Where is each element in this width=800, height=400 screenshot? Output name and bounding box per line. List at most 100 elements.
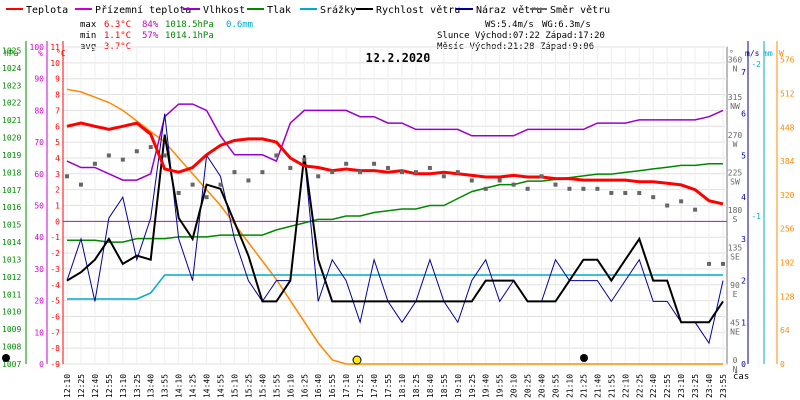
humidity-line xyxy=(66,103,724,181)
wind-direction-point xyxy=(344,161,349,166)
x-tick-label: 18:10 xyxy=(398,374,407,398)
wind-direction-point xyxy=(134,149,139,154)
temperature-tick: -1 xyxy=(50,233,60,242)
x-tick-label: 15:40 xyxy=(258,374,267,398)
humidity-tick: 30 xyxy=(34,265,44,274)
radiation-tick: 576 xyxy=(780,56,795,65)
x-tick-label: 21:25 xyxy=(579,374,588,398)
direction-tick-label: N xyxy=(733,65,738,74)
wind-direction-point xyxy=(511,182,516,187)
x-tick-label: 21:40 xyxy=(593,374,602,398)
wind-direction-point xyxy=(204,195,209,200)
x-tick-label: 12:10 xyxy=(63,374,72,398)
wind-direction-point xyxy=(65,174,69,179)
x-tick-label: 17:55 xyxy=(384,374,393,398)
direction-tick-label: SE xyxy=(730,252,740,261)
wind-direction-point xyxy=(455,170,460,175)
wind-direction-point xyxy=(665,203,670,208)
x-tick-label: 18:25 xyxy=(412,374,421,398)
axis-unit-label: W xyxy=(779,49,784,58)
rain-tick: -2 xyxy=(751,60,761,69)
legend-vlhkost: Vlhkost xyxy=(203,5,245,16)
pressure-tick: 1024 xyxy=(2,64,21,73)
radiation-tick: 0 xyxy=(780,360,785,369)
sunset-icon xyxy=(352,355,362,365)
x-tick-label: 18:55 xyxy=(440,374,449,398)
x-tick-label: 16:25 xyxy=(300,374,309,398)
x-tick-label: 17:25 xyxy=(356,374,365,398)
direction-tick: 270 xyxy=(728,131,743,140)
temperature-tick: -4 xyxy=(50,281,60,290)
stat-max-label: max xyxy=(80,20,97,30)
x-tick-label: 22:25 xyxy=(635,374,644,398)
humidity-tick: 80 xyxy=(34,106,44,115)
direction-tick: 225 xyxy=(728,168,743,177)
wind-direction-point xyxy=(609,190,614,195)
radiation-tick: 384 xyxy=(780,157,795,166)
wind-direction-point xyxy=(567,186,572,191)
x-tick-label: 22:55 xyxy=(663,374,672,398)
wind-direction-point xyxy=(553,182,558,187)
temperature-tick: -3 xyxy=(50,265,60,274)
wind-direction-point xyxy=(260,170,265,175)
rain-line xyxy=(67,274,723,300)
wind-direction-point xyxy=(316,174,321,179)
pressure-tick: 1017 xyxy=(2,186,21,195)
humidity-tick: 0 xyxy=(39,360,44,369)
temperature-tick: 0 xyxy=(55,217,60,226)
x-axis-label: čas xyxy=(733,371,749,382)
wind-direction-point xyxy=(651,195,656,200)
x-tick-label: 22:40 xyxy=(649,374,658,398)
direction-tick-label: NE xyxy=(730,327,740,336)
pressure-tick: 1019 xyxy=(2,151,21,160)
temperature-tick: 7 xyxy=(55,106,60,115)
radiation-tick: 192 xyxy=(780,259,795,268)
wind-tick: 2 xyxy=(741,277,746,286)
radiation-tick: 128 xyxy=(780,292,795,301)
temperature-tick: 6 xyxy=(55,122,60,131)
rain-tick: -1 xyxy=(751,212,761,221)
wind-direction-point xyxy=(386,165,391,170)
x-tick-label: 18:40 xyxy=(426,374,435,398)
stat-wg: WG:6.3m/s xyxy=(542,20,591,30)
moonset-icon xyxy=(2,354,10,362)
direction-tick: 90 xyxy=(730,281,740,290)
x-tick-label: 12:25 xyxy=(77,374,86,398)
x-tick-label: 20:40 xyxy=(538,374,547,398)
x-tick-label: 17:10 xyxy=(342,374,351,398)
gust-line xyxy=(66,113,724,345)
direction-tick-label: W xyxy=(733,140,738,149)
temperature-line xyxy=(66,121,724,206)
x-tick-label: 23:25 xyxy=(691,374,700,398)
x-tick-label: 17:40 xyxy=(370,374,379,398)
axis-unit-label: °C xyxy=(56,49,66,58)
chart-title: 12.2.2020 xyxy=(365,51,430,65)
wind-direction-point xyxy=(92,161,97,166)
x-tick-label: 13:55 xyxy=(161,374,170,398)
humidity-tick: 90 xyxy=(34,75,44,84)
x-tick-label: 20:25 xyxy=(524,374,533,398)
temperature-tick: 1 xyxy=(55,202,60,211)
wind-direction-point xyxy=(399,170,404,175)
wind-direction-point xyxy=(539,174,544,179)
wind-direction-point xyxy=(427,165,432,170)
legend-smer-vetru: Směr větru xyxy=(550,4,610,16)
x-tick-label: 14:40 xyxy=(203,374,212,398)
stat-min-label: min xyxy=(80,31,96,41)
x-tick-label: 22:10 xyxy=(621,374,630,398)
radiation-tick: 64 xyxy=(780,326,790,335)
wind-tick: 6 xyxy=(741,110,746,119)
direction-tick: 45 xyxy=(730,318,740,327)
direction-tick: 360 xyxy=(728,56,743,65)
pressure-tick: 1020 xyxy=(2,134,21,143)
x-tick-label: 20:55 xyxy=(552,374,561,398)
direction-tick: 180 xyxy=(728,206,743,215)
direction-tick: 0 xyxy=(733,356,738,365)
stat-max-pres: 1018.5hPa xyxy=(165,20,214,30)
wind-direction-point xyxy=(441,174,446,179)
x-tick-label: 20:10 xyxy=(510,374,519,398)
pressure-tick: 1009 xyxy=(2,325,21,334)
x-tick-label: 23:10 xyxy=(677,374,686,398)
x-tick-label: 13:10 xyxy=(119,374,128,398)
temperature-tick: 11 xyxy=(50,43,60,52)
